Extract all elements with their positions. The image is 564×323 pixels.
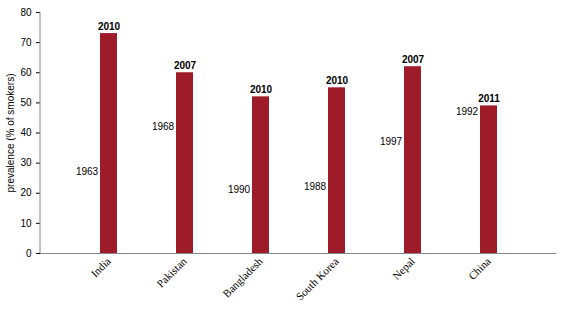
svg-text:Nepal: Nepal	[390, 255, 417, 282]
svg-text:20: 20	[20, 187, 32, 198]
svg-text:2007: 2007	[402, 54, 425, 65]
svg-text:1997: 1997	[380, 136, 403, 147]
svg-text:Pakistan: Pakistan	[154, 255, 189, 290]
svg-text:Bangladesh: Bangladesh	[220, 255, 265, 300]
svg-text:China: China	[466, 255, 493, 282]
svg-text:2010: 2010	[326, 75, 349, 86]
svg-text:2010: 2010	[250, 84, 273, 95]
svg-text:1992: 1992	[456, 106, 479, 117]
svg-text:40: 40	[20, 127, 32, 138]
svg-text:50: 50	[20, 97, 32, 108]
svg-text:South Korea: South Korea	[293, 255, 341, 303]
svg-text:2011: 2011	[478, 93, 500, 104]
svg-text:30: 30	[20, 157, 32, 168]
svg-text:60: 60	[20, 67, 32, 78]
svg-text:2007: 2007	[174, 60, 197, 71]
svg-text:10: 10	[20, 218, 32, 229]
svg-text:80: 80	[20, 7, 32, 18]
svg-text:prevalence (% of smokers): prevalence (% of smokers)	[5, 74, 16, 193]
svg-text:1988: 1988	[304, 181, 327, 192]
svg-text:India: India	[88, 255, 113, 280]
svg-text:2010: 2010	[98, 21, 121, 32]
svg-text:0: 0	[26, 248, 32, 259]
svg-text:70: 70	[20, 37, 32, 48]
svg-text:1968: 1968	[152, 121, 175, 132]
svg-text:1963: 1963	[76, 166, 99, 177]
svg-text:1990: 1990	[228, 184, 251, 195]
